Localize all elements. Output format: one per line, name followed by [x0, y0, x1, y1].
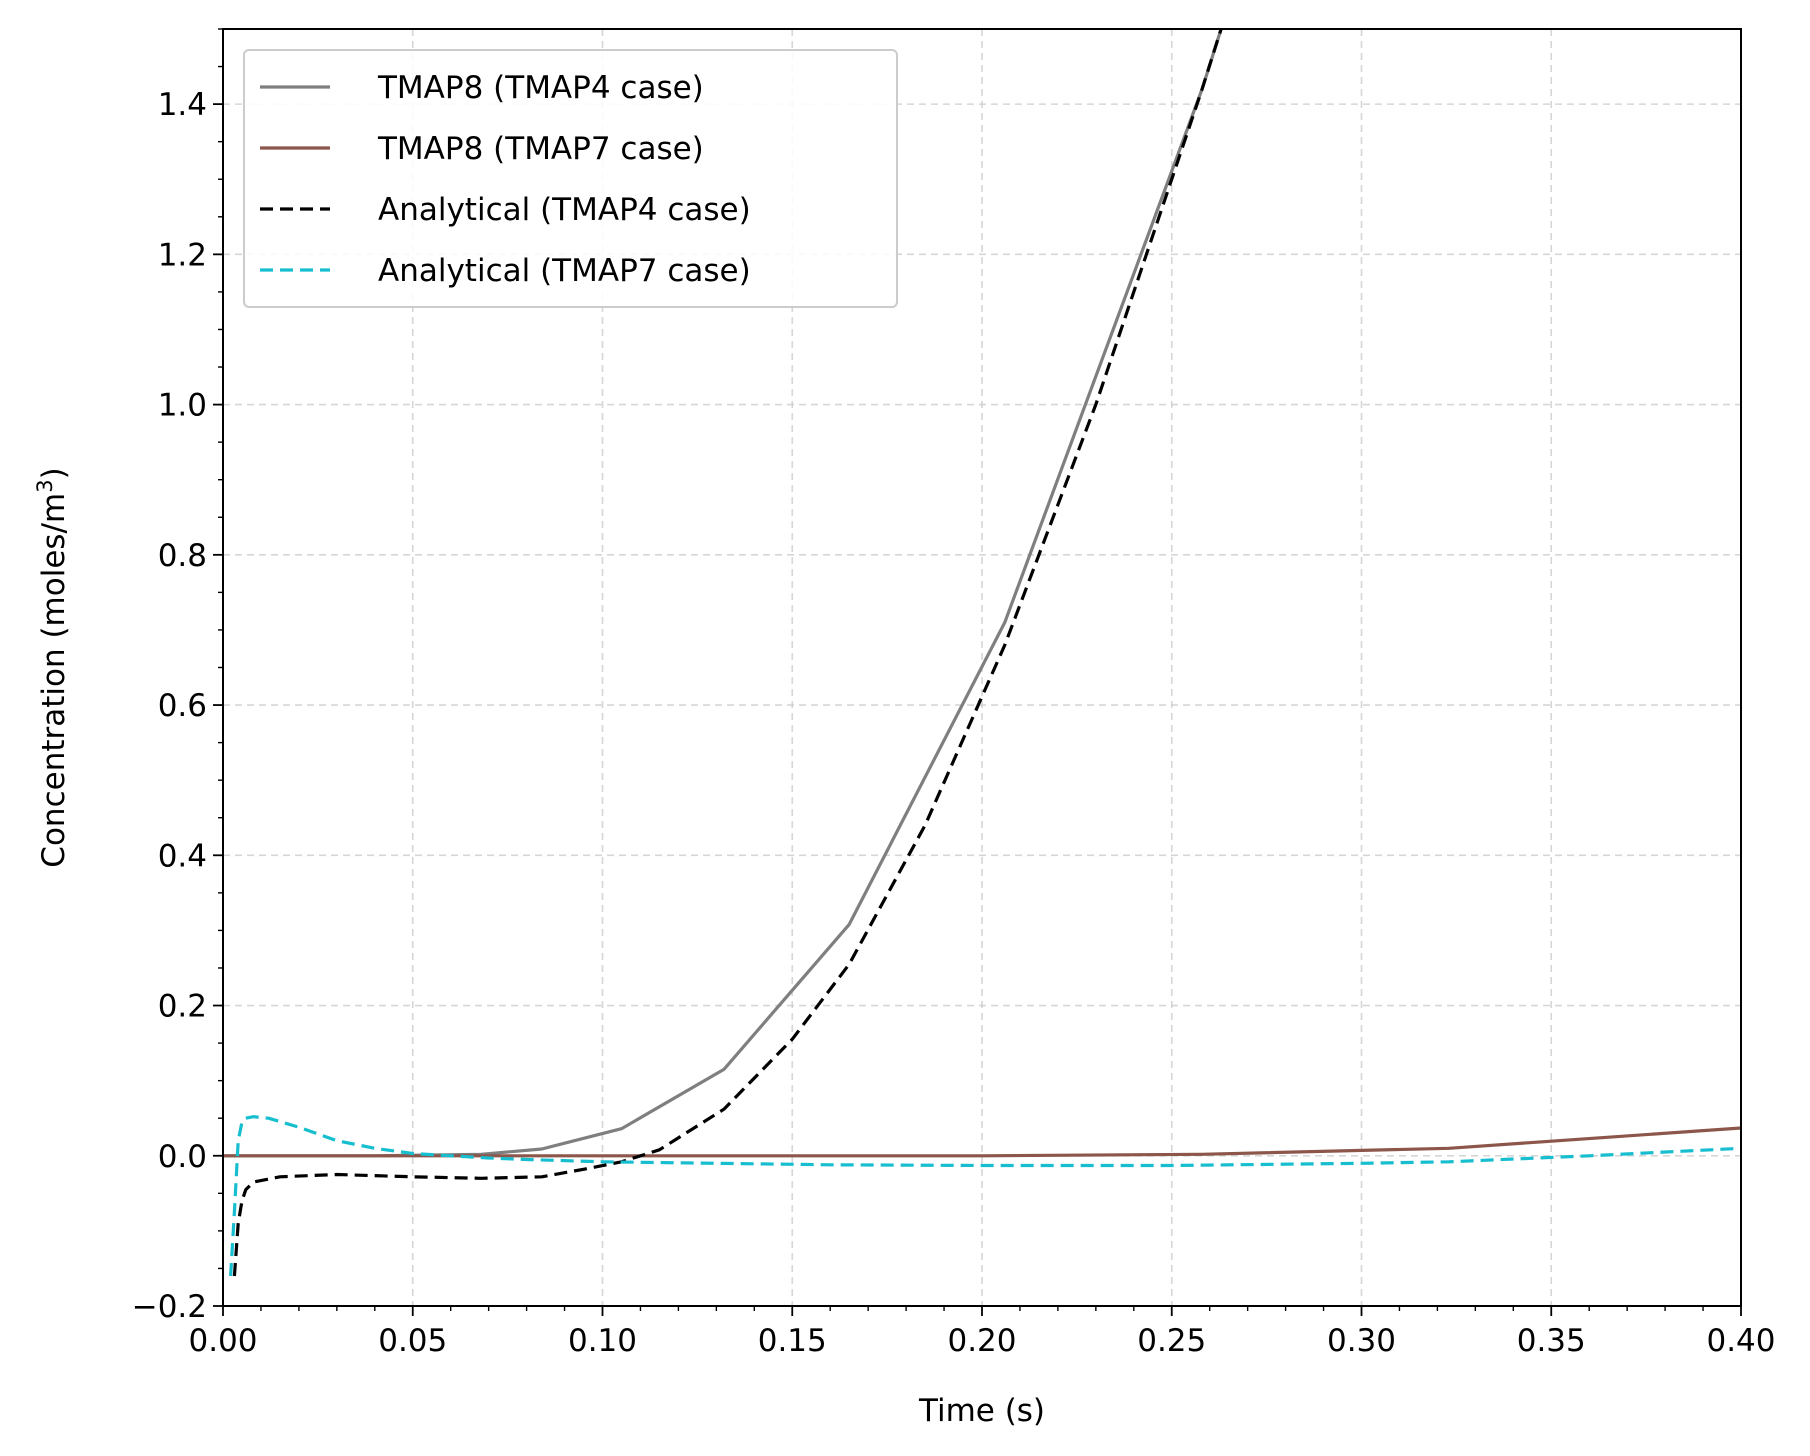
x-tick-label: 0.05	[378, 1323, 447, 1359]
x-tick-label: 0.15	[758, 1323, 827, 1359]
series-line-3	[232, 29, 1223, 1277]
series-line-4	[229, 1115, 1741, 1277]
y-tick-label: 1.0	[158, 388, 207, 424]
y-tick-label: 0.8	[158, 538, 207, 574]
legend: TMAP8 (TMAP4 case) TMAP8 (TMAP7 case) Anal…	[243, 49, 898, 308]
x-tick-label: 0.35	[1517, 1323, 1586, 1359]
x-tick-label: 0.25	[1137, 1323, 1206, 1359]
y-tick-label: 1.4	[158, 87, 207, 123]
y-tick-label: 1.2	[158, 237, 207, 273]
x-tick-label: 0.40	[1706, 1323, 1775, 1359]
legend-label-3: Analytical (TMAP4 case)	[378, 192, 751, 228]
x-tick-label: 0.30	[1327, 1323, 1396, 1359]
x-tick-label: 0.10	[568, 1323, 637, 1359]
plot-series	[223, 29, 1741, 1277]
y-tick-label: 0.0	[158, 1139, 207, 1175]
y-tick-label: 0.4	[158, 838, 207, 874]
y-tick-label: 0.2	[158, 989, 207, 1025]
axis-ticks: 0.00 0.05 0.10 0.15 0.20 0.25 0.30 0.35 0.40 −0.2…	[132, 28, 1776, 1359]
legend-box	[243, 49, 898, 308]
y-axis-label: Concentration (moles/m3)	[33, 467, 72, 867]
y-axis-label-superscript: 3	[33, 479, 57, 492]
y-tick-label: 0.6	[158, 688, 207, 724]
x-tick-label: 0.00	[188, 1323, 257, 1359]
legend-label-4: Analytical (TMAP7 case)	[378, 253, 751, 289]
y-axis-label-close: )	[36, 467, 72, 479]
y-tick-label: −0.2	[132, 1289, 207, 1325]
legend-label-2: TMAP8 (TMAP7 case)	[377, 131, 704, 167]
legend-label-1: TMAP8 (TMAP4 case)	[377, 70, 704, 106]
x-tick-label: 0.20	[947, 1323, 1016, 1359]
x-axis-label: Time (s)	[918, 1393, 1045, 1429]
y-axis-label-main: Concentration (moles/m	[36, 493, 72, 868]
